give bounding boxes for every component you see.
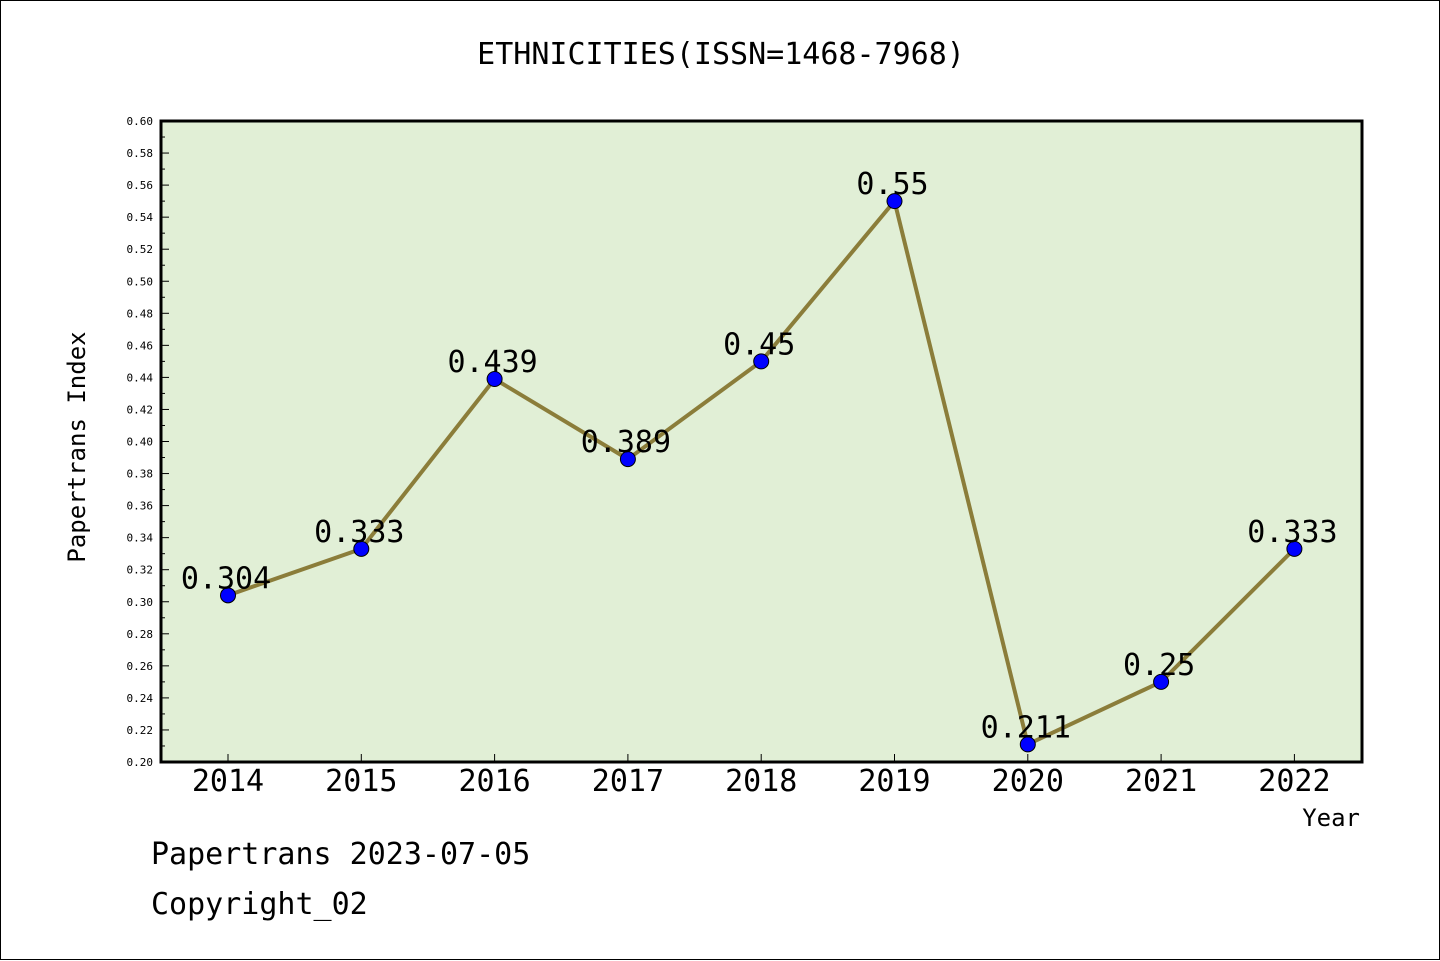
- data-label: 0.333: [1247, 515, 1337, 550]
- x-tick-label: 2021: [1125, 764, 1197, 799]
- footer-copyright: Copyright_02: [151, 887, 368, 922]
- x-tick-label: 2020: [992, 764, 1064, 799]
- y-tick-label: 0.20: [127, 756, 154, 769]
- data-label: 0.389: [581, 425, 671, 460]
- y-tick-label: 0.24: [127, 692, 154, 705]
- y-tick-label: 0.26: [127, 660, 154, 673]
- data-point: [1286, 540, 1303, 557]
- y-tick-label: 0.48: [127, 307, 154, 320]
- y-tick-label: 0.34: [127, 532, 154, 545]
- y-tick-label: 0.60: [127, 115, 154, 128]
- y-tick-label: 0.32: [127, 564, 154, 577]
- y-tick-label: 0.40: [127, 436, 154, 449]
- y-axis: 0.20 0.22 0.24 0.26 0.28 0.30 0.32 0.34 0.36 0.38…: [127, 115, 169, 769]
- y-tick-label: 0.56: [127, 179, 154, 192]
- data-point: [353, 540, 370, 557]
- data-label: 0.45: [723, 327, 795, 362]
- series-points: [220, 193, 1303, 753]
- y-tick-label: 0.50: [127, 275, 154, 288]
- y-tick-label: 0.38: [127, 468, 154, 481]
- footer-date: Papertrans 2023-07-05: [151, 837, 531, 872]
- y-tick-label: 0.44: [127, 371, 154, 384]
- data-point: [220, 587, 236, 604]
- data-point: [1019, 736, 1036, 753]
- y-axis-label: Papertrans Index: [63, 331, 91, 562]
- data-point: [486, 371, 503, 388]
- x-tick-label: 2017: [592, 764, 664, 799]
- y-tick-label: 0.46: [127, 339, 154, 352]
- y-tick-label: 0.58: [127, 147, 154, 160]
- data-point: [753, 353, 770, 370]
- x-tick-label: 2016: [458, 764, 530, 799]
- x-tick-label: 2018: [725, 764, 797, 799]
- y-tick-label: 0.30: [127, 596, 154, 609]
- x-tick-label: 2014: [192, 764, 264, 799]
- data-label: 0.211: [981, 710, 1071, 745]
- data-point: [886, 193, 903, 210]
- data-label: 0.304: [181, 561, 271, 596]
- data-label: 0.25: [1123, 648, 1195, 683]
- data-label: 0.439: [447, 345, 537, 380]
- x-tick-label: 2019: [858, 764, 930, 799]
- data-label: 0.333: [314, 515, 404, 550]
- chart-title: ETHNICITIES(ISSN=1468-7968): [477, 37, 965, 72]
- x-axis: 2014 2015 2016 2017 2018 2019 2020 2021 2022: [192, 754, 1331, 799]
- plot-area: [159, 119, 1364, 764]
- x-tick-label: 2015: [325, 764, 397, 799]
- data-point: [1153, 673, 1170, 690]
- y-tick-label: 0.42: [127, 403, 154, 416]
- y-tick-label: 0.28: [127, 628, 154, 641]
- y-tick-label: 0.54: [127, 211, 154, 224]
- x-axis-label: Year: [1302, 804, 1360, 832]
- y-tick-label: 0.22: [127, 724, 154, 737]
- x-tick-label: 2022: [1258, 764, 1330, 799]
- data-label: 0.55: [856, 167, 928, 202]
- data-point: [619, 451, 636, 468]
- data-labels: 0.304 0.333 0.439 0.389 0.45 0.55 0.211 0.25 0.3…: [181, 167, 1338, 745]
- y-tick-label: 0.36: [127, 500, 154, 513]
- y-tick-label: 0.52: [127, 243, 154, 256]
